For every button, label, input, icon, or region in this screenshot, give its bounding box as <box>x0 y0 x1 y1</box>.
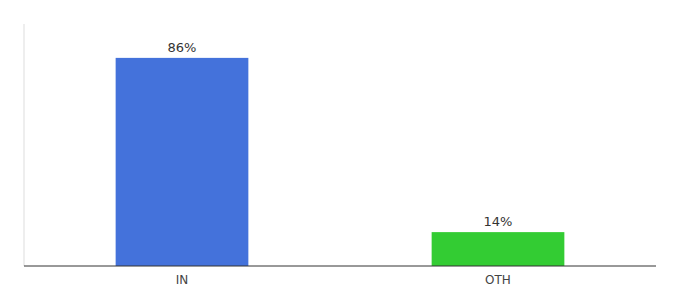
bar <box>432 232 565 266</box>
chart-container: IN OTH 86% 14% <box>0 0 680 300</box>
x-tick-label: OTH <box>485 273 511 287</box>
bars <box>116 58 565 266</box>
data-label: 14% <box>484 214 513 229</box>
data-label: 86% <box>168 40 197 55</box>
x-tick-label: IN <box>176 273 189 287</box>
y-axis-line <box>24 24 25 266</box>
chart: IN OTH 86% 14% <box>0 0 680 300</box>
bar <box>116 58 249 266</box>
x-axis-line <box>24 266 656 267</box>
